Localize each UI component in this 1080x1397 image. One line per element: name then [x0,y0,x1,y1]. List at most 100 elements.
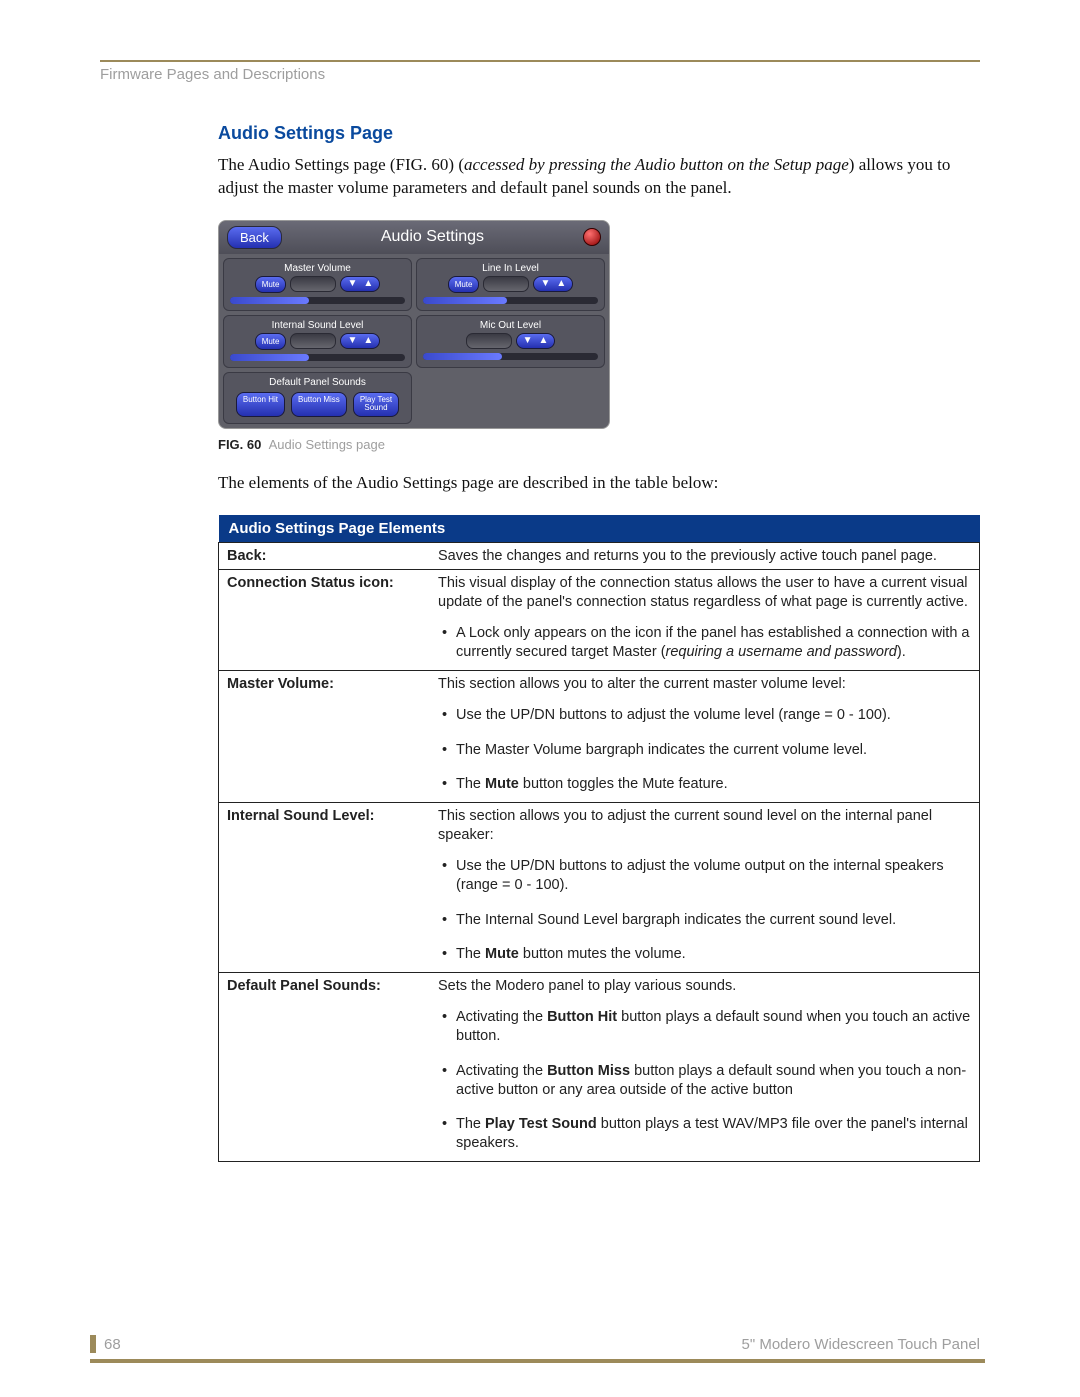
master-bargraph [230,297,405,304]
txt: The [456,946,485,962]
txt: The Internal Sound Level bargraph indica… [456,911,896,930]
default-sounds-cell: Default Panel Sounds Button Hit Button M… [223,372,412,424]
down-icon: ▼ [523,336,533,346]
txt: Activating the [456,1063,547,1079]
txt-bold: Play Test Sound [485,1116,597,1132]
linein-updn[interactable]: ▼▲ [533,276,573,292]
master-mute-button[interactable]: Mute [255,276,287,293]
row-desc: •A Lock only appears on the icon if the … [430,616,980,670]
up-icon: ▲ [363,279,373,289]
txt-bold: Button Miss [547,1063,630,1079]
master-volume-label: Master Volume [230,261,405,276]
internal-mute-button[interactable]: Mute [255,333,287,350]
down-icon: ▼ [540,279,550,289]
micout-label: Mic Out Level [423,318,598,333]
up-icon: ▲ [556,279,566,289]
txt-bold: Button Hit [547,1009,617,1025]
table-header: Audio Settings Page Elements [219,515,980,543]
row-label: Internal Sound Level: [219,803,431,849]
back-button[interactable]: Back [227,226,282,249]
intro-italic: accessed by pressing the Audio button on… [464,155,849,174]
line-in-label: Line In Level [423,261,598,276]
empty-cell [416,372,605,424]
txt: Activating the [456,1009,547,1025]
down-icon: ▼ [347,279,357,289]
linein-bargraph [423,297,598,304]
connection-status-icon [583,228,601,246]
row-label-cont [219,616,431,670]
master-volume-cell: Master Volume Mute ▼▲ [223,258,412,311]
button-hit-button[interactable]: Button Hit [236,392,285,417]
fig-number: FIG. 60 [218,437,261,452]
audio-settings-panel: Back Audio Settings Master Volume Mute ▼… [218,220,610,429]
sounds-label: Default Panel Sounds [230,375,405,390]
row-label: Connection Status icon: [219,570,431,616]
table-row: •The Mute button toggles the Mute featur… [219,767,980,802]
elements-table: Audio Settings Page Elements Back: Saves… [218,515,980,1163]
table-row: •The Play Test Sound button plays a test… [219,1107,980,1161]
section-header: Firmware Pages and Descriptions [100,66,980,83]
down-icon: ▼ [347,336,357,346]
txt: button toggles the Mute feature. [519,776,728,792]
row-desc: This visual display of the connection st… [430,570,980,616]
internal-updn[interactable]: ▼▲ [340,333,380,349]
table-row: •Use the UP/DN buttons to adjust the vol… [219,849,980,903]
play-test-sound-button[interactable]: Play Test Sound [353,392,399,417]
table-row: Back: Saves the changes and returns you … [219,542,980,570]
internal-label: Internal Sound Level [230,318,405,333]
mic-out-cell: Mic Out Level ▼▲ [416,315,605,368]
micout-updn[interactable]: ▼▲ [516,333,556,349]
footer: 68 5" Modero Widescreen Touch Panel [90,1335,980,1353]
up-icon: ▲ [539,336,549,346]
txt: The Master Volume bargraph indicates the… [456,741,867,760]
row-desc: This section allows you to alter the cur… [430,670,980,697]
panel-title: Audio Settings [282,228,583,246]
panel-grid: Master Volume Mute ▼▲ Line In Level Mute… [219,254,609,428]
figure-caption: FIG. 60 Audio Settings page [218,437,980,452]
table-row: Internal Sound Level: This section allow… [219,803,980,849]
txt: The [456,1116,485,1132]
line-in-cell: Line In Level Mute ▼▲ [416,258,605,311]
table-row: •The Master Volume bargraph indicates th… [219,733,980,768]
txt: Use the UP/DN buttons to adjust the volu… [456,706,891,725]
up-icon: ▲ [363,336,373,346]
master-display [290,276,336,292]
internal-display [290,333,336,349]
intro-paragraph: The Audio Settings page (FIG. 60) (acces… [218,154,980,200]
intro-pre: The Audio Settings page (FIG. 60) ( [218,155,464,174]
row-desc: Saves the changes and returns you to the… [430,542,980,570]
txt: Use the UP/DN buttons to adjust the volu… [456,857,971,895]
txt-bold: Mute [485,946,519,962]
linein-display [483,276,529,292]
master-updn[interactable]: ▼▲ [340,276,380,292]
panel-header: Back Audio Settings [219,221,609,254]
row-label: Default Panel Sounds: [219,973,431,1000]
table-row: •Activating the Button Miss button plays… [219,1054,980,1108]
txt-italic: requiring a username and password [666,644,897,660]
footer-product: 5" Modero Widescreen Touch Panel [741,1336,980,1353]
internal-sound-cell: Internal Sound Level Mute ▼▲ [223,315,412,368]
row-label: Master Volume: [219,670,431,697]
page-title: Audio Settings Page [218,123,980,144]
table-row: •Activating the Button Hit button plays … [219,1000,980,1054]
top-rule [100,60,980,62]
table-intro: The elements of the Audio Settings page … [218,472,980,495]
txt: The [456,776,485,792]
bottom-rule [90,1359,985,1363]
row-desc: Sets the Modero panel to play various so… [430,973,980,1000]
table-row: Default Panel Sounds: Sets the Modero pa… [219,973,980,1000]
button-miss-button[interactable]: Button Miss [291,392,347,417]
internal-bargraph [230,354,405,361]
micout-bargraph [423,353,598,360]
table-row: •The Mute button mutes the volume. [219,937,980,972]
linein-mute-button[interactable]: Mute [448,276,480,293]
table-row: •The Internal Sound Level bargraph indic… [219,903,980,938]
txt-bold: Mute [485,776,519,792]
micout-display [466,333,512,349]
table-row: Connection Status icon: This visual disp… [219,570,980,616]
row-label: Back: [219,542,431,570]
table-row: •A Lock only appears on the icon if the … [219,616,980,670]
page-number: 68 [104,1336,121,1353]
fig-text: Audio Settings page [269,437,385,452]
txt: ). [897,644,906,660]
